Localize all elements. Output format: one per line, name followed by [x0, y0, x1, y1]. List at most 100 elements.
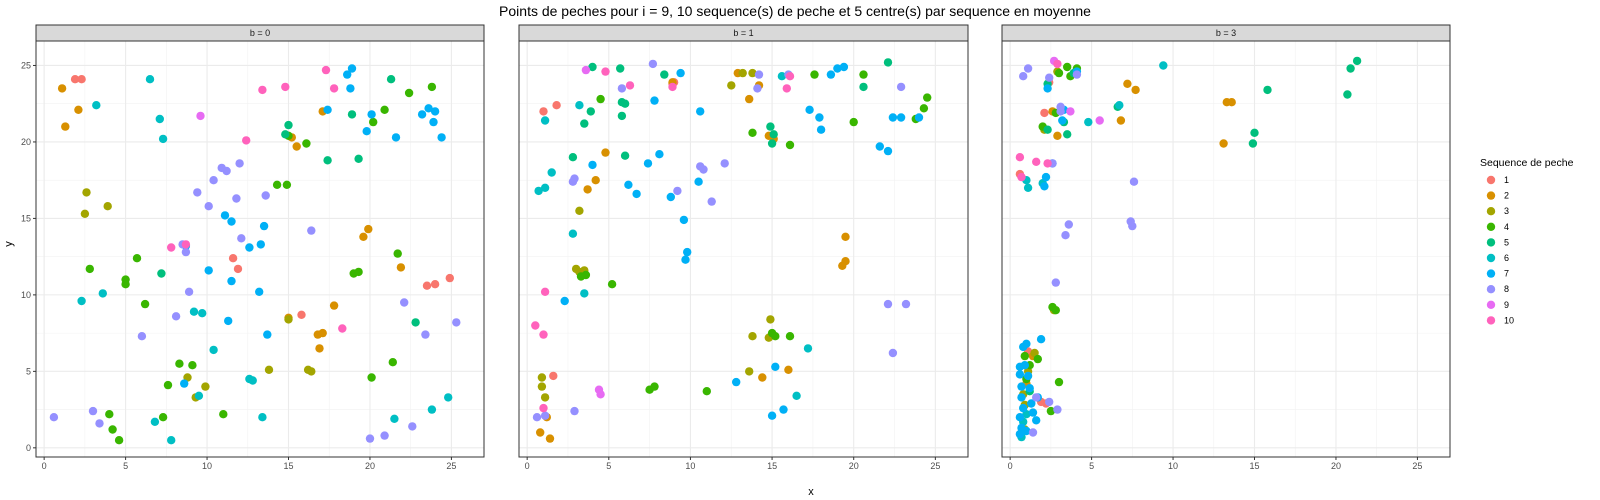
data-point	[157, 269, 166, 278]
data-point	[92, 101, 101, 110]
data-point	[875, 142, 884, 151]
data-point	[77, 296, 86, 306]
data-point	[668, 82, 677, 92]
data-point	[85, 264, 95, 274]
data-point	[1227, 98, 1236, 107]
data-point	[1128, 221, 1137, 231]
data-point	[1040, 108, 1049, 118]
legend-key	[1486, 222, 1496, 231]
data-point	[552, 101, 561, 110]
data-point	[620, 151, 630, 160]
legend-label: 3	[1504, 206, 1509, 216]
data-point	[171, 312, 181, 321]
data-point	[297, 310, 306, 319]
data-point	[408, 422, 417, 431]
data-point	[1061, 231, 1070, 240]
data-point	[901, 299, 911, 309]
data-point	[568, 153, 578, 162]
data-point	[263, 330, 272, 339]
data-point	[430, 107, 440, 116]
data-point	[1159, 61, 1168, 70]
data-point	[258, 85, 267, 95]
data-point	[222, 166, 231, 176]
data-point	[826, 70, 836, 79]
data-point	[785, 140, 795, 150]
data-point	[617, 84, 627, 93]
data-point	[70, 75, 80, 84]
data-point	[616, 64, 625, 73]
y-tick-label: 10	[21, 290, 31, 300]
data-point	[61, 122, 70, 131]
data-point	[193, 188, 202, 197]
legend-key	[1486, 269, 1496, 278]
data-point	[1032, 393, 1041, 402]
data-point	[1036, 335, 1046, 344]
data-point	[1066, 107, 1075, 116]
panel-border	[518, 40, 969, 458]
data-point	[391, 133, 401, 142]
x-tick-label: 15	[767, 461, 777, 471]
data-point	[1346, 64, 1355, 73]
data-point	[184, 287, 194, 296]
data-point	[354, 154, 363, 163]
data-point	[255, 287, 264, 296]
data-point	[1123, 79, 1132, 89]
data-point	[534, 186, 543, 196]
data-point	[1248, 139, 1258, 148]
data-point	[679, 215, 689, 225]
data-point	[281, 82, 290, 92]
data-point	[779, 405, 788, 414]
data-point	[259, 221, 269, 231]
legend-label: 8	[1504, 284, 1509, 294]
data-point	[307, 226, 316, 235]
data-point	[404, 88, 414, 98]
data-point	[224, 316, 233, 326]
data-point	[1043, 84, 1052, 93]
data-point	[49, 413, 59, 422]
data-point	[575, 206, 584, 215]
legend-key	[1486, 238, 1496, 247]
data-point	[323, 105, 332, 115]
data-point	[896, 82, 906, 92]
data-point	[1032, 416, 1041, 425]
data-point	[421, 330, 430, 339]
data-point	[1043, 159, 1052, 168]
data-point	[98, 289, 108, 298]
data-point	[748, 128, 757, 137]
data-point	[390, 414, 399, 423]
legend-key	[1486, 253, 1496, 263]
data-point	[699, 165, 708, 174]
data-point	[227, 276, 236, 286]
data-point	[284, 120, 293, 130]
data-point	[839, 62, 849, 72]
data-point	[632, 189, 641, 199]
x-tick-label: 25	[1412, 461, 1422, 471]
x-tick-label: 10	[202, 461, 212, 471]
data-point	[596, 390, 605, 399]
data-point	[766, 122, 775, 131]
data-point	[601, 148, 610, 157]
data-point	[624, 180, 633, 189]
data-point	[452, 318, 461, 327]
data-point	[540, 287, 550, 296]
data-point	[1131, 85, 1140, 95]
data-point	[318, 328, 327, 338]
data-point	[539, 107, 548, 116]
legend-label: 4	[1504, 222, 1509, 232]
x-tick-label: 15	[1250, 461, 1260, 471]
data-point	[1040, 182, 1049, 191]
data-point	[727, 81, 736, 90]
data-point	[833, 64, 842, 73]
data-point	[400, 298, 409, 307]
data-point	[228, 254, 238, 263]
x-tick-label: 0	[42, 461, 47, 471]
data-point	[782, 84, 791, 93]
data-point	[108, 425, 117, 434]
data-point	[923, 93, 932, 102]
data-point	[227, 217, 236, 226]
data-point	[784, 365, 793, 374]
data-point	[346, 84, 355, 93]
data-point	[1017, 382, 1026, 391]
facet-strip-label: b = 3	[1216, 28, 1236, 38]
data-point	[88, 406, 98, 416]
